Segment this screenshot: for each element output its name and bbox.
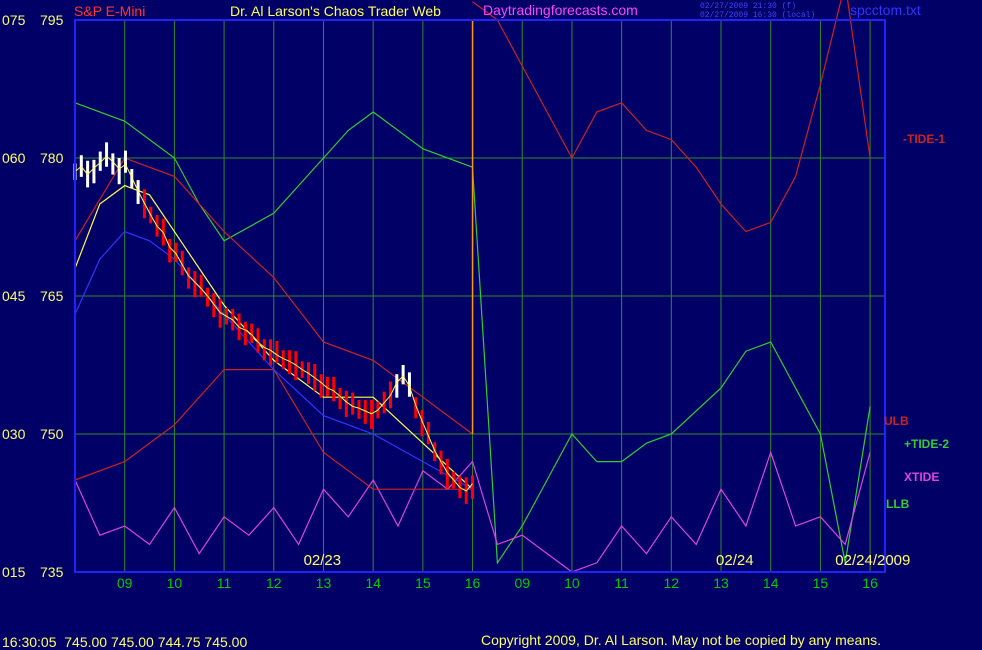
hour-tick-label: 13 bbox=[713, 575, 729, 591]
price-axis-label: 765 bbox=[40, 288, 64, 304]
date-label: 02/23 bbox=[304, 552, 342, 569]
hour-tick-label: 10 bbox=[167, 575, 183, 591]
series-line-ulb bbox=[74, 157, 473, 435]
hour-tick-label: 09 bbox=[514, 575, 530, 591]
hour-tick-label: 16 bbox=[862, 575, 878, 591]
legend-entry: ULB bbox=[884, 414, 909, 428]
price-axis-label: 795 bbox=[40, 12, 64, 28]
left-axis-label: 045 bbox=[2, 288, 26, 304]
legend-entry: LLB bbox=[886, 497, 910, 511]
chart-title: Dr. Al Larson's Chaos Trader Web bbox=[230, 3, 441, 19]
series-line-tide-2 bbox=[74, 102, 871, 565]
axes: 075 795 060 780 045 765 030 750 015 735 09 10 11 12 13… bbox=[2, 12, 949, 591]
hour-tick-label: 13 bbox=[316, 575, 332, 591]
hour-tick-label: 12 bbox=[266, 575, 282, 591]
hour-tick-label: 16 bbox=[465, 575, 481, 591]
hour-tick-label: 12 bbox=[664, 575, 680, 591]
price-close-line bbox=[74, 155, 473, 492]
hour-tick-label: 15 bbox=[415, 575, 431, 591]
price-axis-label: 750 bbox=[40, 426, 64, 442]
price-bars bbox=[73, 142, 475, 504]
timestamp-line-2: 02/27/2009 16:30 (local) bbox=[700, 11, 815, 20]
hour-tick-label: 14 bbox=[365, 575, 381, 591]
symbol-label: S&P E-Mini bbox=[74, 3, 145, 19]
left-axis-label: 030 bbox=[2, 426, 26, 442]
series-line-tide-1 bbox=[472, 0, 871, 233]
hour-tick-label: 10 bbox=[564, 575, 580, 591]
copyright: Copyright 2009, Dr. Al Larson. May not b… bbox=[481, 632, 881, 648]
series-line-xtide bbox=[74, 450, 871, 573]
hour-tick-label: 14 bbox=[763, 575, 779, 591]
plot-border bbox=[74, 19, 886, 573]
file-label: spcctom.txt bbox=[850, 2, 921, 18]
hour-tick-label: 15 bbox=[813, 575, 829, 591]
hour-tick-label: 09 bbox=[117, 575, 133, 591]
legend-entry: -TIDE-1 bbox=[903, 132, 945, 146]
site-label: Daytradingforecasts.com bbox=[483, 2, 638, 18]
price-axis-label: 735 bbox=[40, 564, 64, 580]
grid bbox=[75, 19, 885, 573]
series-layer bbox=[74, 0, 871, 573]
legend-entry: +TIDE-2 bbox=[904, 437, 949, 451]
quote-line: 16:30:05 745.00 745.00 744.75 745.00 bbox=[2, 634, 247, 650]
left-axis-label: 060 bbox=[2, 150, 26, 166]
date-label: 02/24/2009 bbox=[835, 552, 910, 569]
price-axis-label: 780 bbox=[40, 150, 64, 166]
left-axis-label: 015 bbox=[2, 564, 26, 580]
timestamp-line-1: 02/27/2009 21:30 (f) bbox=[700, 2, 796, 11]
date-label: 02/24 bbox=[716, 552, 754, 569]
legend-entry: XTIDE bbox=[904, 470, 939, 484]
series-line-ma1 bbox=[74, 184, 473, 490]
hour-tick-label: 11 bbox=[217, 575, 232, 591]
left-axis-label: 075 bbox=[2, 12, 26, 28]
hour-tick-label: 11 bbox=[614, 575, 629, 591]
